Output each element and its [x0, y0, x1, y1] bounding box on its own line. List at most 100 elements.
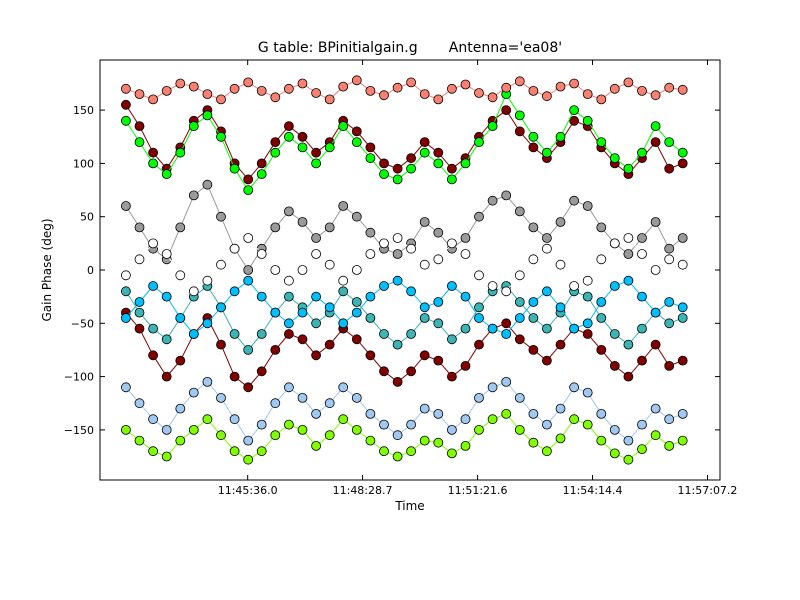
data-point	[216, 259, 226, 270]
data-point	[365, 435, 376, 446]
data-point	[569, 115, 579, 126]
data-point	[256, 366, 267, 377]
data-point	[311, 233, 322, 243]
data-point	[419, 435, 430, 446]
data-point	[379, 169, 389, 180]
data-point	[338, 121, 349, 131]
data-point	[650, 137, 661, 148]
data-point	[338, 275, 349, 286]
data-point	[311, 440, 322, 451]
data-point	[677, 408, 688, 419]
data-point	[365, 350, 376, 361]
data-point	[351, 137, 362, 148]
data-point	[121, 83, 131, 94]
data-point	[446, 163, 457, 174]
data-point	[650, 217, 661, 227]
data-point	[419, 147, 430, 158]
series-7	[121, 75, 688, 105]
data-point	[175, 313, 186, 323]
data-point	[569, 414, 579, 425]
data-point	[256, 249, 267, 259]
data-point	[623, 233, 634, 243]
data-point	[664, 243, 675, 254]
series-2	[121, 89, 688, 196]
data-point	[487, 414, 498, 425]
data-point	[609, 360, 620, 371]
data-point	[392, 430, 403, 441]
data-point	[596, 254, 607, 265]
data-point	[134, 297, 145, 307]
data-point	[283, 329, 294, 339]
data-point	[243, 344, 254, 355]
data-point	[569, 281, 579, 291]
data-point	[229, 371, 240, 382]
data-point	[311, 147, 322, 158]
data-point	[650, 339, 661, 350]
data-point	[474, 211, 484, 222]
data-point	[216, 302, 226, 313]
data-point	[351, 126, 362, 137]
data-point	[637, 444, 647, 455]
x-tick-label: 11:54:14.4	[563, 484, 623, 497]
data-point	[148, 238, 159, 249]
data-point	[121, 382, 131, 393]
data-point	[460, 323, 471, 334]
data-point	[637, 147, 647, 158]
series-6	[121, 408, 688, 465]
data-point	[582, 387, 593, 398]
data-point	[637, 355, 647, 366]
data-point	[474, 302, 484, 313]
data-point	[514, 270, 525, 281]
data-point	[474, 88, 484, 98]
data-point	[433, 254, 444, 265]
data-point	[365, 153, 376, 164]
data-point	[297, 217, 308, 227]
data-point	[256, 419, 267, 430]
data-point	[311, 350, 322, 361]
data-point	[596, 313, 607, 323]
data-point	[623, 249, 634, 259]
data-point	[351, 307, 362, 318]
data-point	[419, 403, 430, 414]
data-point	[446, 281, 457, 291]
data-point	[406, 286, 417, 297]
data-point	[243, 233, 254, 243]
data-point	[582, 318, 593, 329]
x-axis-label: Time	[394, 499, 424, 513]
data-point	[134, 398, 145, 409]
data-point	[542, 233, 552, 243]
data-point	[664, 82, 675, 93]
data-point	[229, 329, 240, 339]
data-point	[555, 259, 566, 270]
data-point	[243, 265, 254, 275]
data-point	[501, 286, 512, 297]
data-point	[446, 371, 457, 382]
data-point	[528, 437, 539, 448]
data-point	[501, 408, 512, 419]
data-point	[283, 382, 294, 393]
data-point	[596, 94, 607, 105]
data-point	[243, 435, 254, 446]
data-point	[229, 243, 240, 254]
data-point	[188, 329, 199, 339]
data-point	[419, 350, 430, 361]
data-point	[161, 169, 172, 180]
data-point	[419, 302, 430, 313]
data-point	[392, 275, 403, 286]
data-point	[283, 206, 294, 217]
data-point	[433, 355, 444, 366]
data-point	[202, 318, 213, 329]
data-point	[542, 355, 552, 366]
data-point	[365, 142, 376, 153]
data-point	[514, 76, 525, 87]
data-point	[148, 94, 159, 105]
data-point	[324, 430, 335, 441]
data-point	[216, 211, 226, 222]
data-point	[256, 158, 267, 169]
data-point	[677, 84, 688, 95]
data-point	[542, 323, 552, 334]
data-point	[270, 137, 281, 148]
data-point	[596, 137, 607, 148]
data-point	[542, 419, 552, 430]
data-point	[283, 291, 294, 302]
